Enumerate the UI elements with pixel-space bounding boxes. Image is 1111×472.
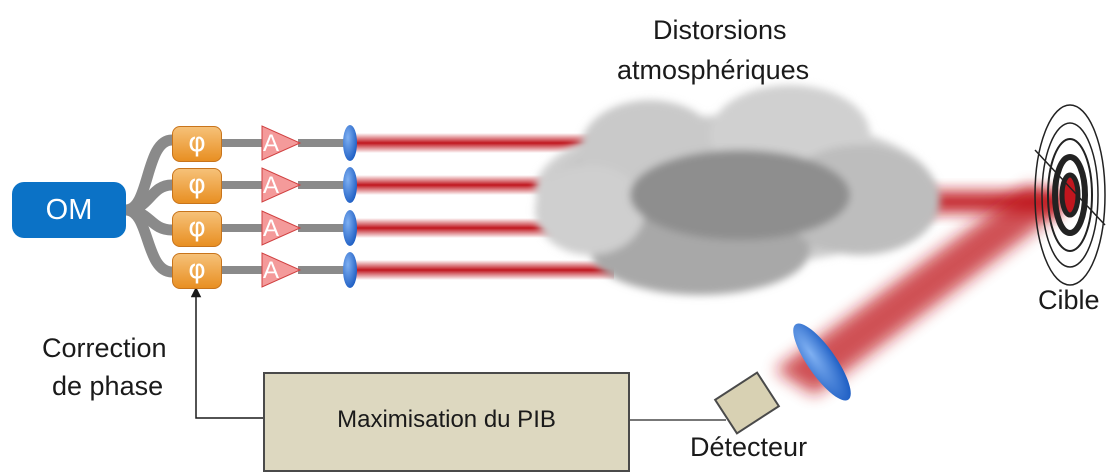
source-label: OM [45,194,93,226]
lens-4 [343,252,357,288]
phase-modulator-4: φ [172,253,222,289]
fiber-lines [220,139,345,274]
detector-label: Détecteur [690,432,808,462]
laser-beam-1 [354,133,614,153]
correction-label-line-1: Correction [42,333,167,363]
source-box: OM [12,182,126,238]
phase-symbol: φ [188,212,206,243]
fiber-splitter [120,134,178,278]
target-icon [1034,104,1106,286]
detector-lens [793,323,851,401]
detector-icon [713,371,781,435]
atmospheric-cloud [535,85,940,295]
cloud-label-line-1: Distorsions [653,15,787,45]
amplifiers [261,125,302,288]
laser-beams [354,133,1068,395]
controller-label: Maximisation du PIB [337,406,556,433]
amplifier-2 [261,167,302,203]
phase-symbol: φ [188,254,206,285]
amplifier-4 [261,252,302,288]
laser-beam-reflected [775,185,1068,395]
amplifier-1-label: A [263,130,280,157]
amplifier-3-label: A [263,215,280,242]
feedback-arrow [190,286,263,419]
amplifier-1 [261,125,302,161]
lens-1 [343,125,357,161]
phase-symbol: φ [188,169,206,200]
phase-modulator-1: φ [172,126,222,162]
cloud-label-line-2: atmosphériques [617,55,810,85]
amplifier-4-label: A [263,257,280,284]
amplifier-3 [261,210,302,246]
correction-label-line-2: de phase [52,371,164,401]
controller-box: Maximisation du PIB [263,372,630,472]
phase-modulator-2: φ [172,168,222,204]
collimating-lenses [343,125,357,288]
laser-beam-4 [354,260,614,280]
phase-symbol: φ [188,127,206,158]
amplifier-2-label: A [263,172,280,199]
lens-2 [343,167,357,203]
phase-modulator-3: φ [172,211,222,247]
target-label: Cible [1038,285,1100,315]
lens-3 [343,210,357,246]
